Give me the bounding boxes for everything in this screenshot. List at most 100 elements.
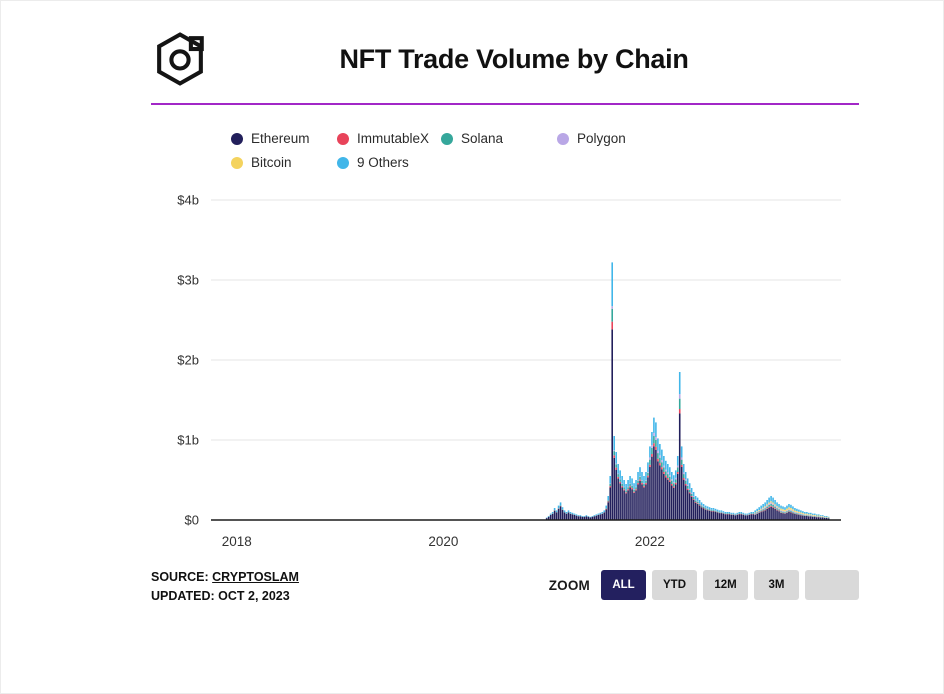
bar-segment — [583, 516, 586, 520]
bar-segment — [732, 514, 735, 515]
bar-segment — [748, 514, 751, 515]
zoom-button-3m[interactable]: 3M — [754, 570, 799, 600]
legend-item-polygon[interactable]: Polygon — [557, 131, 701, 146]
bar-segment — [557, 505, 560, 509]
bar-segment — [760, 510, 762, 512]
bar-segment — [587, 516, 590, 520]
bar-segment — [790, 510, 792, 512]
updated-label: UPDATED: — [151, 588, 215, 603]
bar-segment — [661, 467, 663, 470]
bar-segment — [659, 455, 661, 458]
bar-segment — [571, 514, 574, 520]
bar-segment — [686, 490, 689, 520]
bar-segment — [750, 512, 753, 514]
bar-segment — [647, 472, 649, 476]
bar-segment — [696, 503, 699, 504]
bar-segment — [547, 516, 550, 517]
legend-item-9-others[interactable]: 9 Others — [337, 155, 441, 170]
legend-item-immutablex[interactable]: ImmutableX — [337, 131, 441, 146]
bar-segment — [706, 506, 709, 509]
accent-divider — [151, 103, 859, 105]
bar-segment — [798, 513, 800, 514]
bar-segment — [770, 501, 772, 503]
zoom-button-12m[interactable]: 12M — [703, 570, 748, 600]
bar-segment — [663, 473, 665, 520]
svg-text:$1b: $1b — [177, 433, 199, 448]
bar-segment — [736, 512, 739, 514]
source-block: SOURCE: CRYPTOSLAM UPDATED: OCT 2, 2023 — [151, 568, 299, 606]
bar-segment — [760, 505, 762, 509]
bar-segment — [611, 306, 613, 309]
bar-segment — [601, 512, 604, 514]
bar-segment — [766, 500, 768, 505]
bar-segment — [688, 493, 691, 520]
bar-segment — [686, 478, 689, 485]
zoom-button-all[interactable]: ALL — [601, 570, 646, 600]
bar-segment — [812, 514, 814, 516]
bar-segment — [712, 510, 715, 511]
bar-segment — [704, 505, 707, 508]
bar-segment — [563, 512, 566, 520]
bar-segment — [782, 509, 784, 511]
bar-segment — [684, 472, 687, 480]
bar-segment — [708, 510, 711, 520]
bar-segment — [635, 489, 637, 491]
bar-segment — [611, 329, 613, 520]
bar-segment — [639, 476, 641, 477]
bar-segment — [555, 510, 558, 513]
bar-segment — [770, 505, 772, 507]
bar-segment — [645, 480, 647, 484]
bar-segment — [637, 472, 639, 481]
bar-segment — [815, 514, 818, 516]
bar-segment — [649, 446, 651, 458]
bar-segment — [617, 474, 619, 477]
zoom-button-blank[interactable] — [805, 570, 859, 600]
bar-segment — [655, 449, 657, 520]
bar-segment — [704, 509, 707, 520]
bar-segment — [672, 481, 675, 484]
bar-segment — [653, 436, 655, 444]
bar-segment — [565, 513, 568, 520]
bar-segment — [760, 511, 762, 513]
bar-segment — [667, 479, 669, 520]
legend-item-bitcoin[interactable]: Bitcoin — [231, 155, 337, 170]
bar-segment — [649, 467, 651, 520]
bar-segment — [712, 508, 715, 510]
bar-segment — [772, 497, 774, 503]
bar-segment — [603, 512, 606, 520]
bar-segment — [688, 488, 691, 490]
bar-segment — [790, 507, 792, 510]
bar-segment — [553, 508, 556, 511]
bar-segment — [817, 517, 820, 520]
bar-segment — [712, 511, 715, 520]
legend-item-solana[interactable]: Solana — [441, 131, 557, 146]
bar-segment — [647, 472, 649, 473]
bar-segment — [782, 510, 784, 512]
bar-segment — [643, 487, 645, 520]
bar-segment — [794, 514, 796, 520]
bar-segment — [823, 516, 826, 517]
updated-value: OCT 2, 2023 — [218, 588, 290, 603]
bar-segment — [702, 506, 705, 508]
bar-segment — [750, 513, 753, 514]
bar-segment — [762, 504, 764, 508]
bar-segment — [619, 478, 621, 480]
bar-segment — [613, 451, 615, 456]
bar-segment — [756, 511, 758, 513]
bar-segment — [682, 464, 685, 473]
bar-segment — [810, 516, 812, 520]
bar-segment — [770, 502, 772, 504]
bar-segment — [595, 515, 598, 520]
bar-segment — [718, 510, 721, 512]
legend-item-ethereum[interactable]: Ethereum — [231, 131, 337, 146]
bar-segment — [813, 516, 816, 517]
bar-segment — [651, 454, 653, 457]
bar-segment — [780, 508, 782, 511]
bar-segment — [780, 505, 782, 509]
bar-segment — [670, 480, 673, 484]
source-link[interactable]: CRYPTOSLAM — [212, 570, 299, 584]
chart-card: NFT Trade Volume by Chain Ethereum Immut… — [151, 27, 859, 606]
bar-segment — [780, 511, 782, 513]
bar-segment — [796, 511, 798, 513]
zoom-button-ytd[interactable]: YTD — [652, 570, 697, 600]
